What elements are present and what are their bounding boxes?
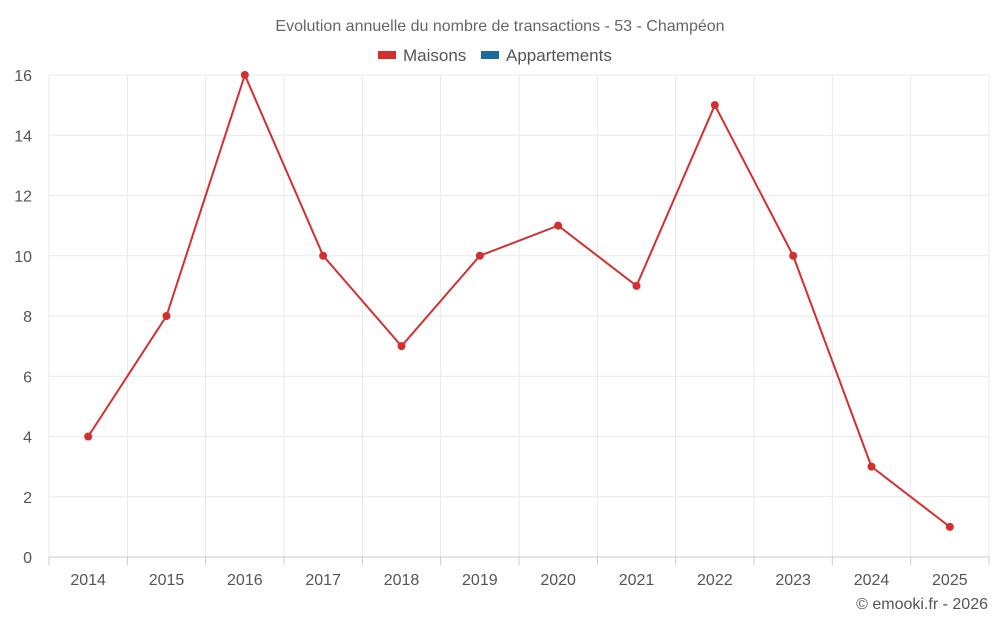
data-point-maisons — [319, 251, 328, 260]
x-tick-label: 2020 — [540, 572, 576, 589]
data-point-maisons — [789, 251, 798, 260]
axes — [48, 556, 990, 565]
x-tick-label: 2024 — [854, 572, 890, 589]
y-tick-label: 8 — [23, 309, 32, 326]
y-tick-label: 10 — [14, 249, 32, 266]
legend: Maisons Appartements — [378, 46, 612, 65]
legend-item-maisons[interactable]: Maisons — [378, 46, 466, 65]
legend-swatch-appartements — [481, 51, 499, 59]
data-point-maisons — [710, 101, 719, 110]
y-tick-label: 0 — [23, 550, 32, 567]
x-tick-label: 2023 — [775, 572, 811, 589]
x-tick-label: 2025 — [932, 572, 968, 589]
data-point-maisons — [867, 462, 876, 471]
y-tick-label: 4 — [23, 430, 32, 447]
data-point-maisons — [162, 312, 171, 320]
legend-label-maisons: Maisons — [403, 46, 466, 65]
legend-label-appartements: Appartements — [506, 46, 612, 65]
y-tick-label: 6 — [23, 369, 32, 386]
y-tick-label: 12 — [14, 189, 32, 206]
data-point-maisons — [397, 342, 406, 351]
x-tick-label: 2018 — [384, 572, 420, 589]
x-tick-label: 2021 — [619, 572, 655, 589]
gridlines — [48, 74, 990, 558]
data-point-maisons — [945, 522, 954, 531]
series-maisons — [84, 71, 954, 531]
series-line-maisons — [87, 74, 951, 528]
x-tick-label: 2019 — [462, 572, 498, 589]
x-tick-label: 2022 — [697, 572, 733, 589]
y-axis-ticks: 0 2 4 6 8 10 12 14 16 — [14, 68, 32, 567]
y-tick-label: 2 — [23, 490, 32, 507]
x-tick-label: 2015 — [149, 572, 185, 589]
legend-item-appartements[interactable]: Appartements — [481, 46, 612, 65]
x-tick-label: 2014 — [70, 572, 106, 589]
x-tick-label: 2016 — [227, 572, 263, 589]
chart-title: Evolution annuelle du nombre de transact… — [275, 18, 724, 35]
data-point-maisons — [84, 432, 93, 441]
y-tick-label: 16 — [14, 68, 32, 85]
x-axis-ticks: 2014 2015 2016 2017 2018 2019 2020 2021 2022 2023… — [70, 572, 967, 589]
data-point-maisons — [632, 281, 641, 290]
x-tick-label: 2017 — [305, 572, 341, 589]
y-tick-label: 14 — [14, 128, 32, 145]
legend-swatch-maisons — [378, 51, 396, 59]
data-point-maisons — [554, 221, 563, 230]
data-point-maisons — [475, 251, 484, 260]
credit-text: © emooki.fr - 2026 — [856, 596, 988, 613]
data-point-maisons — [240, 71, 249, 79]
